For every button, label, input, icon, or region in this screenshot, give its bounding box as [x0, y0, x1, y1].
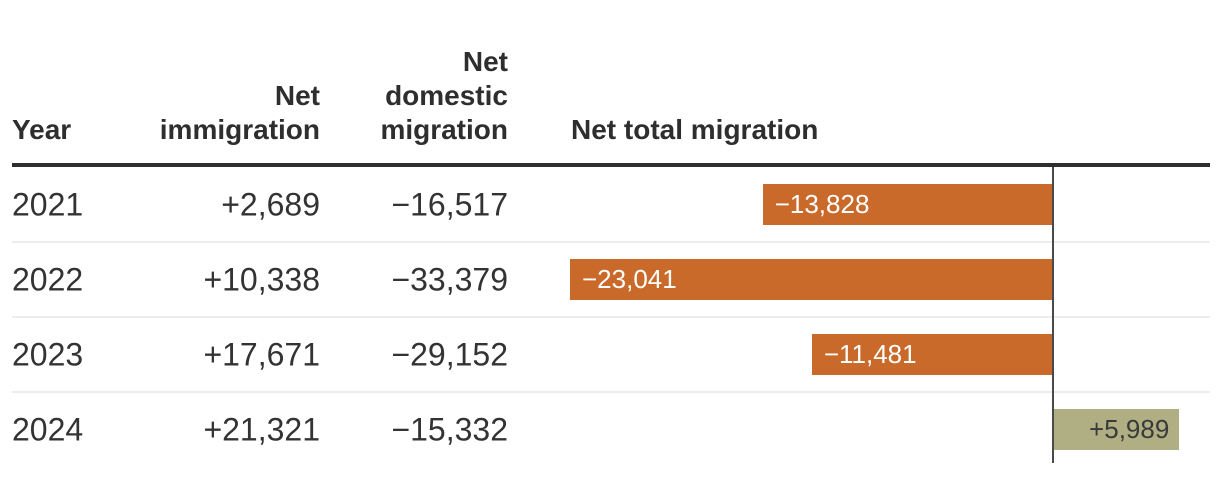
net-immigration-cell: +2,689 — [221, 186, 320, 222]
net-total-bar: −13,828 — [762, 184, 1052, 225]
year-cell: 2024 — [12, 411, 84, 447]
net-immigration-cell: +21,321 — [203, 411, 320, 447]
bar-value-label: +5,989 — [1089, 414, 1170, 444]
net-domestic-cell: −16,517 — [391, 186, 508, 222]
column-header-net-immigration: Net immigration — [159, 80, 320, 145]
year-cell: 2021 — [12, 186, 84, 222]
net-total-bar: −11,481 — [811, 334, 1052, 375]
table-row: 2021 +2,689 −16,517 −13,828 — [0, 167, 1220, 242]
bar-value-label: −13,828 — [774, 189, 870, 219]
table-row: 2024 +21,321 −15,332 +5,989 — [0, 391, 1220, 467]
net-domestic-cell: −15,332 — [391, 411, 508, 447]
header-rule — [12, 163, 1210, 167]
table-body: 2021 +2,689 −16,517 −13,828 2022 +10,338… — [0, 167, 1220, 467]
net-immigration-cell: +10,338 — [203, 261, 320, 297]
bar-value-label: −23,041 — [582, 264, 677, 294]
bar-value-label: −11,481 — [823, 339, 917, 369]
table-row: 2022 +10,338 −33,379 −23,041 — [0, 241, 1220, 317]
net-total-bar: +5,989 — [1054, 409, 1180, 450]
table-header: Year Net immigration Net domestic migrat… — [0, 0, 1220, 163]
column-header-year: Year — [12, 114, 72, 145]
net-domestic-cell: −33,379 — [391, 261, 508, 297]
table-row: 2023 +17,671 −29,152 −11,481 — [0, 316, 1220, 392]
zero-axis-line — [1052, 167, 1054, 463]
year-cell: 2023 — [12, 336, 84, 372]
net-domestic-cell: −29,152 — [391, 336, 508, 372]
net-immigration-cell: +17,671 — [203, 336, 320, 372]
net-total-bar: −23,041 — [570, 259, 1052, 300]
column-header-net-total-migration: Net total migration — [571, 114, 819, 145]
year-cell: 2022 — [12, 261, 84, 297]
column-header-net-domestic-migration: Net domestic migration — [380, 46, 508, 145]
